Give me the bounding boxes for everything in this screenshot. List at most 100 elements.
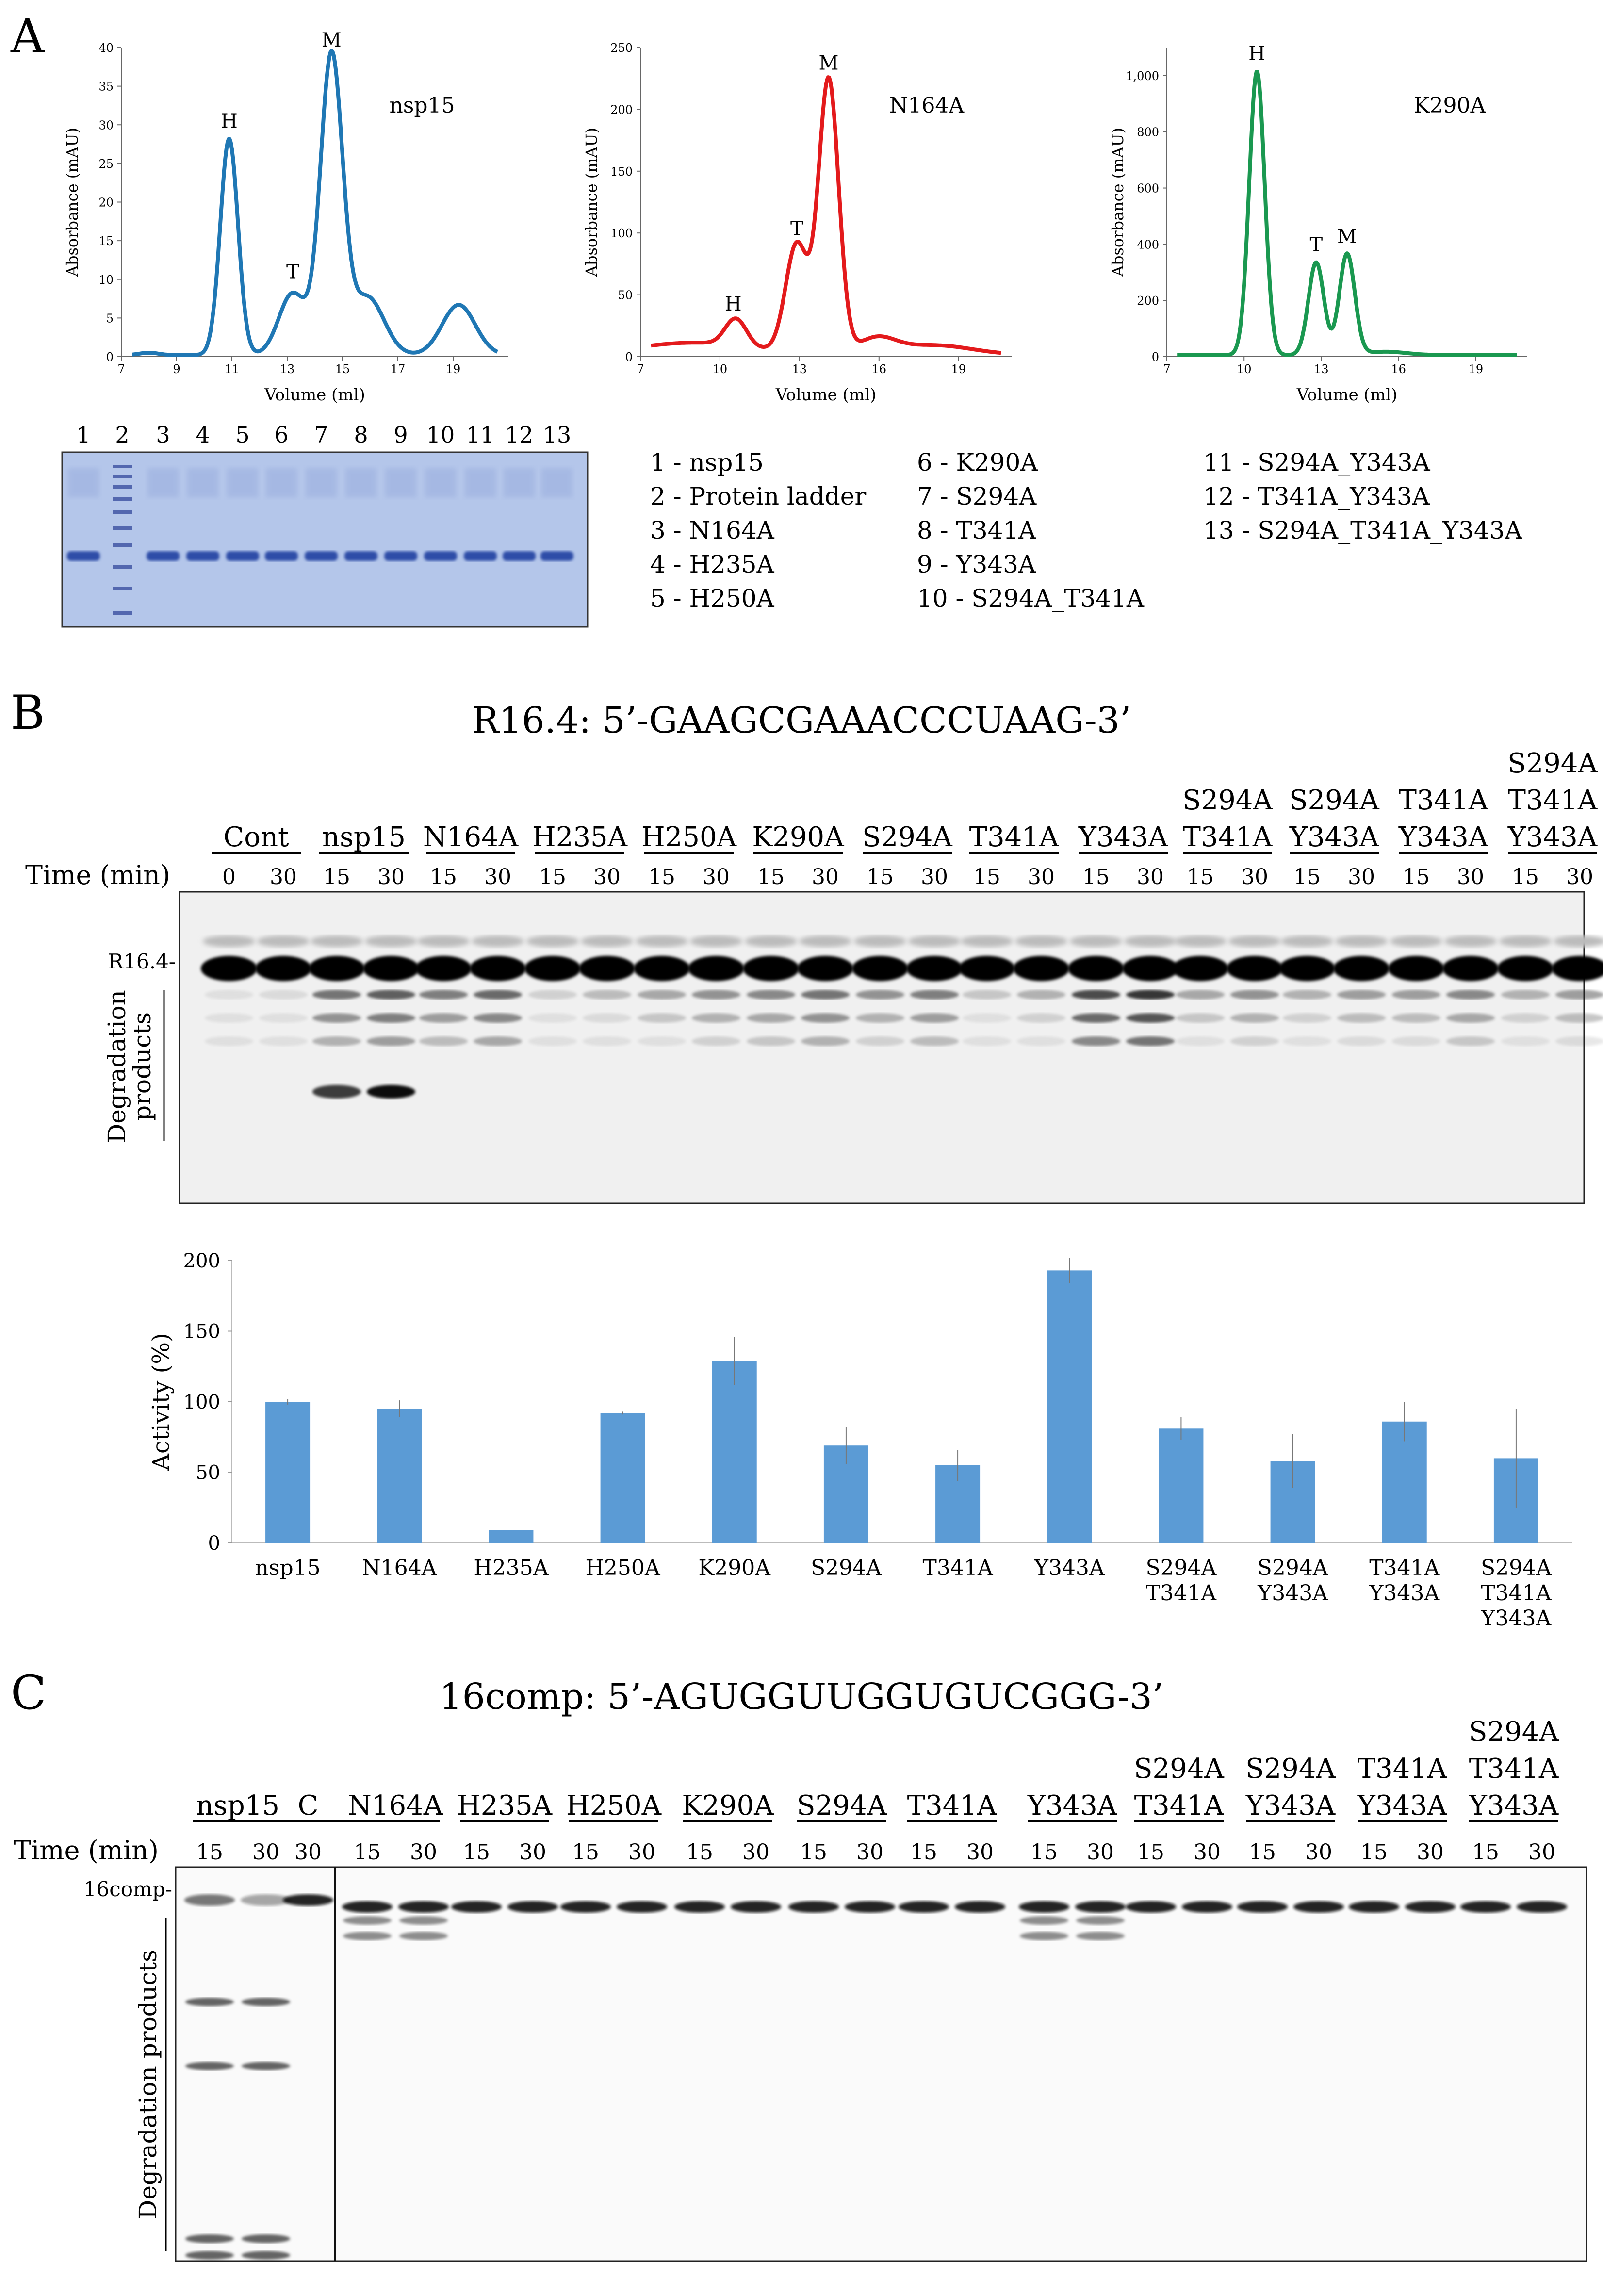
y-axis-title: Absorbance (mAU) (63, 128, 82, 277)
degradation-band (1126, 1013, 1175, 1023)
panel-b-time-label: Time (min) (25, 860, 170, 890)
full-length-band (731, 1901, 781, 1913)
chromatogram-title: N164A (889, 93, 965, 118)
degradation-band (856, 1036, 904, 1046)
full-length-band (1349, 1901, 1399, 1913)
degradation-band (801, 1036, 850, 1046)
degradation-band (1017, 990, 1065, 1000)
legend-entry: 9 - Y343A (917, 550, 1036, 578)
full-length-band (845, 1901, 895, 1913)
gel-lane-number: 12 (505, 422, 534, 448)
degradation-band (583, 990, 631, 1000)
lane-group-label: Cont (223, 821, 289, 853)
full-length-band (255, 956, 311, 981)
degradation-band (583, 1013, 631, 1023)
time-value: 15 (1472, 1840, 1499, 1865)
gel-lane-number: 1 (76, 422, 90, 448)
degradation-band (747, 1036, 795, 1046)
bar-category-label: T341A (1481, 1581, 1552, 1606)
degradation-band (963, 1036, 1011, 1046)
lane-group-label: C (298, 1790, 319, 1821)
degradation-band (1126, 990, 1175, 1000)
degradation-band (474, 1036, 522, 1046)
faint-smear (147, 468, 179, 497)
lane-group-label: T341A (1508, 785, 1598, 816)
gel-legend: 1 - nsp15 2 - Protein ladder 3 - N164A 4 - … (650, 448, 1522, 612)
time-value: 30 (1457, 865, 1484, 889)
time-value: 15 (973, 865, 1000, 889)
full-length-band (688, 956, 744, 981)
lane-group-label: H250A (641, 821, 737, 853)
time-value: 30 (1137, 865, 1164, 889)
degradation-band (419, 1036, 468, 1046)
legend-entry: 7 - S294A (917, 482, 1037, 510)
upper-smear (1015, 935, 1067, 947)
activity-bar (1382, 1421, 1427, 1543)
degradation-band (185, 2062, 234, 2070)
lane-group-label: Y343A (1289, 821, 1379, 853)
lane-group-label: T341A (1358, 1753, 1447, 1785)
upper-smear (311, 935, 363, 947)
activity-bar (600, 1413, 645, 1543)
time-value: 30 (294, 1840, 322, 1865)
degradation-band (1283, 990, 1331, 1000)
full-length-band (959, 956, 1015, 981)
full-length-band (1227, 956, 1283, 981)
degradation-band (528, 1036, 577, 1046)
time-value: 30 (1028, 865, 1055, 889)
degradation-band-strong (312, 1085, 361, 1099)
full-length-band (398, 1901, 449, 1913)
degradation-band (638, 1036, 686, 1046)
bar-y-tick-label: 100 (183, 1391, 220, 1413)
time-value: 30 (966, 1840, 994, 1865)
gel-lane-number: 6 (274, 422, 288, 448)
degradation-band (1446, 990, 1495, 1000)
legend-entry: 4 - H235A (650, 550, 775, 578)
bar-category-label: S294A (1258, 1556, 1329, 1580)
ladder-band (113, 510, 132, 514)
upper-smear (636, 935, 688, 947)
time-value: 15 (430, 865, 457, 889)
time-value: 15 (867, 865, 894, 889)
upper-smear (1499, 935, 1552, 947)
degradation-band (367, 990, 415, 1000)
x-tick-label: 7 (1163, 362, 1170, 376)
full-length-band (1122, 956, 1178, 981)
degradation-band (528, 1013, 577, 1023)
chromatogram-nsp15: 0 5 10 15 20 25 30 35 40 7 9 11 13 15 17 19 Volume (ml) A… (63, 29, 508, 405)
time-value: 30 (703, 865, 730, 889)
degradation-label-line2: products (128, 1012, 156, 1121)
degradation-band (801, 1013, 850, 1023)
upper-smear (961, 935, 1013, 947)
degradation-band (910, 1036, 959, 1046)
lane-group-label: nsp15 (196, 1790, 279, 1821)
y-axis-title: Absorbance (mAU) (1109, 128, 1127, 277)
y-tick-label: 150 (610, 165, 633, 179)
ladder-band (113, 587, 132, 590)
degradation-band (1230, 990, 1279, 1000)
legend-entry: 2 - Protein ladder (650, 482, 866, 510)
y-tick-label: 25 (98, 157, 114, 171)
y-tick-label: 0 (106, 350, 114, 364)
degradation-band (367, 1013, 415, 1023)
upper-smear (1281, 935, 1333, 947)
chromatogram-k290a: 0 200 400 600 800 1,000 7 10 13 16 19 Volume (ml) Ab… (1109, 43, 1527, 405)
peak-label-h: H (221, 110, 238, 132)
bar-category-label: T341A (923, 1556, 994, 1580)
full-length-band (1172, 956, 1228, 981)
degradation-band (1446, 1013, 1495, 1023)
upper-smear (1444, 935, 1497, 947)
time-value: 30 (628, 1840, 655, 1865)
time-value: 15 (1512, 865, 1539, 889)
sds-page-gel: 1 2 3 4 5 6 7 8 9 10 11 12 13 (61, 422, 589, 628)
bar-category-label: H235A (474, 1556, 549, 1580)
protein-band (226, 551, 259, 561)
lane-group-label: T341A (1183, 821, 1273, 853)
gel-lane-number: 13 (543, 422, 572, 448)
full-length-band (560, 1901, 611, 1913)
degradation-band (1392, 1013, 1440, 1023)
faint-smear (227, 468, 258, 497)
y-tick-label: 200 (610, 103, 633, 116)
ladder-band (113, 475, 132, 478)
